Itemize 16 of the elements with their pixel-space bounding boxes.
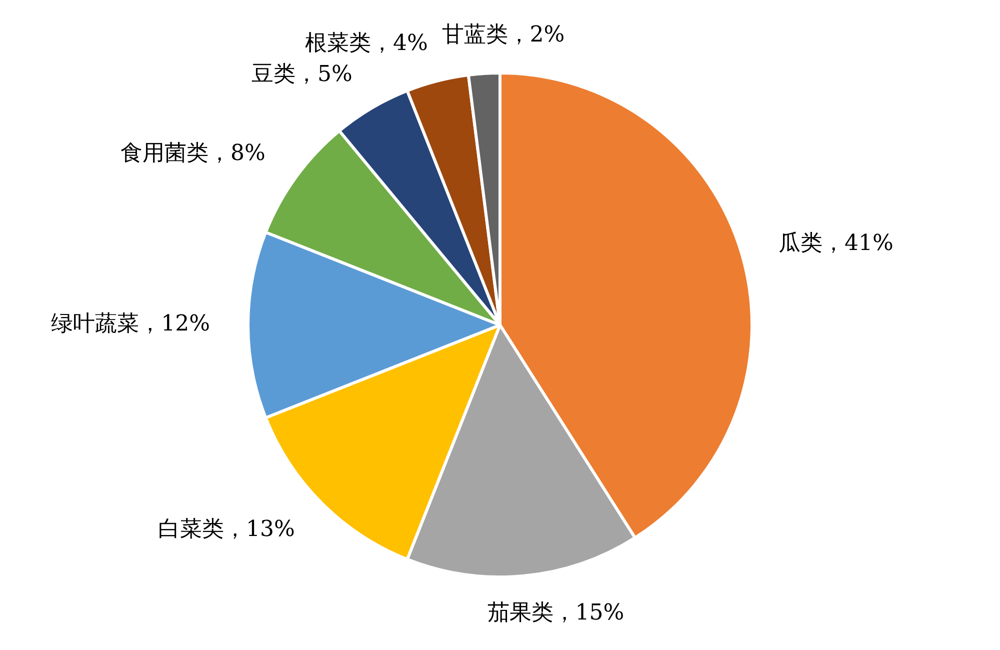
data-label: ，15% [553,600,624,626]
slice-label: 瓜类 [778,230,822,256]
data-label: ，12% [139,312,210,337]
data-label: ，5% [295,62,352,88]
slice-label: 茄果类 [487,600,554,626]
slice-label: 根菜类 [304,30,371,56]
data-label: ，41% [822,230,894,256]
slice-label: 白菜类 [158,516,224,542]
data-label: ，8% [208,141,266,166]
slice-label: 豆类 [251,62,296,88]
data-label: ，4% [370,30,428,56]
data-label: ，13% [224,516,295,542]
data-label: ，2% [508,22,565,48]
slice-label: 甘蓝类 [442,22,508,48]
slice-label: 绿叶蔬菜 [51,312,140,337]
slice-label: 食用菌类 [120,141,208,166]
